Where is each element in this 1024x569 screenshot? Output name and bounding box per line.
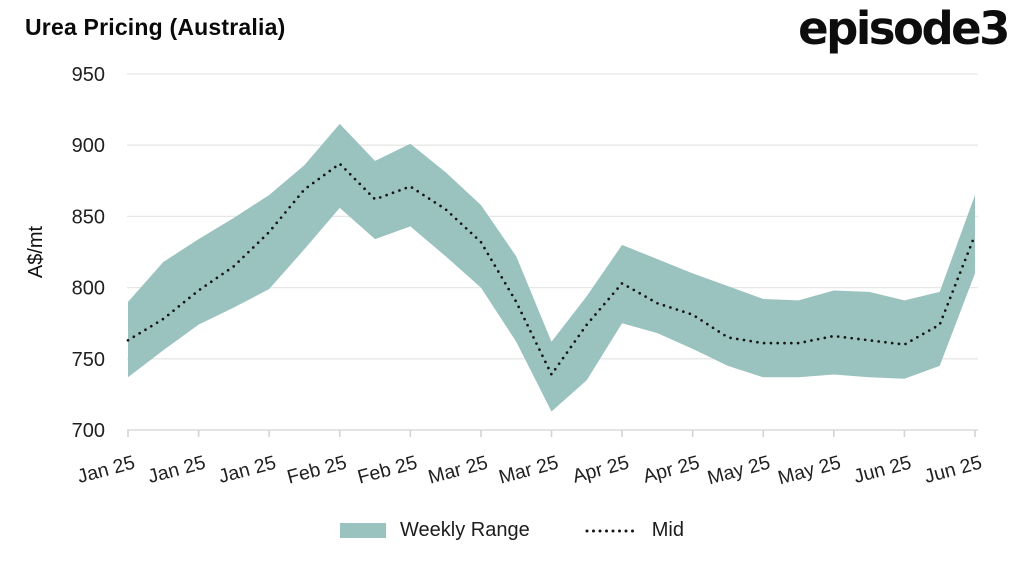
x-tick-label: May 25 bbox=[776, 452, 844, 490]
y-tick-label: 900 bbox=[72, 135, 105, 157]
x-tick-label: May 25 bbox=[705, 452, 773, 490]
y-tick-label: 800 bbox=[72, 278, 105, 300]
weekly-range-swatch bbox=[340, 523, 387, 538]
y-axis-title: A$/mt bbox=[25, 225, 47, 278]
x-tick-label: Jan 25 bbox=[75, 452, 137, 488]
x-tick-label: Mar 25 bbox=[426, 452, 490, 489]
x-tick-label: Jun 25 bbox=[922, 452, 984, 488]
x-tick-label: Jan 25 bbox=[216, 452, 278, 488]
y-tick-label: 850 bbox=[72, 206, 105, 228]
weekly-range-band bbox=[128, 123, 975, 412]
mid-line bbox=[126, 161, 977, 378]
x-tick-label: Feb 25 bbox=[355, 452, 419, 489]
x-tick-label: Mar 25 bbox=[496, 452, 560, 489]
y-tick-label: 750 bbox=[72, 349, 105, 371]
x-tick-label: Apr 25 bbox=[641, 452, 702, 488]
x-tick-label: Apr 25 bbox=[570, 452, 631, 488]
weekly-range-label: Weekly Range bbox=[400, 519, 530, 541]
y-tick-label: 700 bbox=[72, 420, 105, 442]
mid-label: Mid bbox=[651, 519, 684, 541]
x-tick-label: Feb 25 bbox=[285, 452, 349, 489]
x-tick-label: Jan 25 bbox=[146, 452, 208, 488]
x-tick-label: Jun 25 bbox=[851, 452, 913, 488]
chart-legend: Weekly Range Mid bbox=[0, 519, 1024, 542]
y-tick-label: 950 bbox=[72, 64, 105, 86]
episode3-logo: episode3 bbox=[798, 2, 1010, 55]
mid-line-sample bbox=[585, 529, 637, 532]
page-title: Urea Pricing (Australia) bbox=[25, 14, 286, 40]
